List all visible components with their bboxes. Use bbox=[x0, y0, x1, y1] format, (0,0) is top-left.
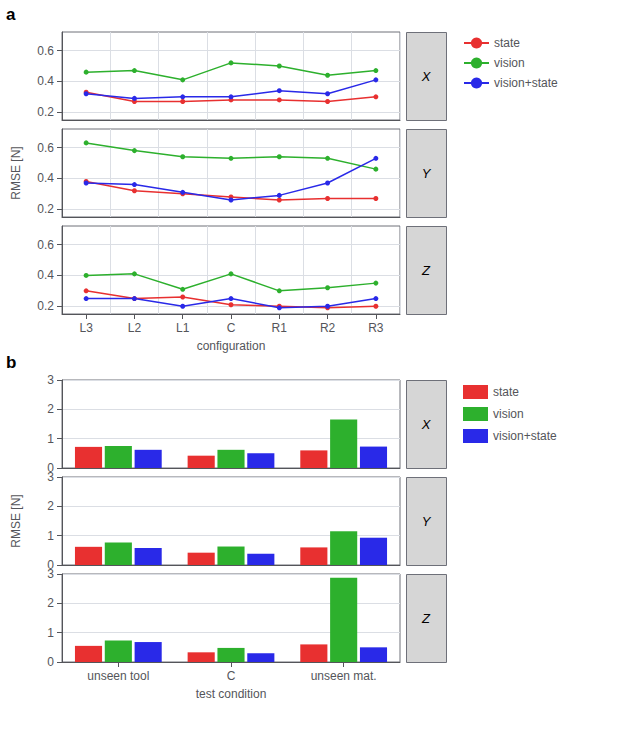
svg-text:X: X bbox=[421, 417, 432, 432]
svg-text:0: 0 bbox=[47, 655, 54, 669]
svg-text:3: 3 bbox=[47, 373, 54, 387]
svg-text:test condition: test condition bbox=[196, 687, 267, 701]
svg-text:R2: R2 bbox=[320, 321, 336, 335]
svg-text:2: 2 bbox=[47, 596, 54, 610]
svg-text:3: 3 bbox=[47, 567, 54, 581]
svg-text:X: X bbox=[421, 69, 432, 84]
svg-text:RMSE [N]: RMSE [N] bbox=[9, 494, 23, 547]
svg-text:vision+state: vision+state bbox=[494, 76, 558, 90]
svg-text:C: C bbox=[227, 321, 236, 335]
svg-text:1: 1 bbox=[47, 529, 54, 543]
svg-text:a: a bbox=[6, 5, 16, 24]
svg-text:0: 0 bbox=[47, 558, 54, 572]
svg-text:vision: vision bbox=[494, 56, 525, 70]
svg-text:Y: Y bbox=[422, 166, 432, 181]
svg-text:R3: R3 bbox=[368, 321, 384, 335]
svg-text:3: 3 bbox=[47, 470, 54, 484]
svg-text:state: state bbox=[494, 36, 520, 50]
svg-text:0.4: 0.4 bbox=[37, 74, 54, 88]
svg-text:1: 1 bbox=[47, 626, 54, 640]
svg-text:0.2: 0.2 bbox=[37, 299, 54, 313]
svg-text:vision+state: vision+state bbox=[493, 429, 557, 443]
svg-text:unseen mat.: unseen mat. bbox=[311, 669, 377, 683]
svg-text:vision: vision bbox=[493, 407, 524, 421]
svg-text:0.6: 0.6 bbox=[37, 238, 54, 252]
svg-text:0.4: 0.4 bbox=[37, 171, 54, 185]
svg-text:Z: Z bbox=[421, 263, 431, 278]
svg-text:R1: R1 bbox=[272, 321, 288, 335]
svg-text:0: 0 bbox=[47, 461, 54, 475]
svg-text:2: 2 bbox=[47, 402, 54, 416]
svg-text:RMSE [N]: RMSE [N] bbox=[9, 146, 23, 199]
svg-text:L3: L3 bbox=[79, 321, 93, 335]
svg-text:b: b bbox=[6, 353, 16, 372]
svg-text:2: 2 bbox=[47, 499, 54, 513]
svg-text:0.2: 0.2 bbox=[37, 105, 54, 119]
svg-text:unseen tool: unseen tool bbox=[87, 669, 149, 683]
svg-text:0.6: 0.6 bbox=[37, 44, 54, 58]
svg-text:L2: L2 bbox=[128, 321, 142, 335]
svg-text:1: 1 bbox=[47, 432, 54, 446]
svg-text:0.6: 0.6 bbox=[37, 141, 54, 155]
svg-text:L1: L1 bbox=[176, 321, 190, 335]
svg-text:Z: Z bbox=[421, 611, 431, 626]
svg-text:0.4: 0.4 bbox=[37, 268, 54, 282]
svg-text:state: state bbox=[493, 385, 519, 399]
svg-text:Y: Y bbox=[422, 514, 432, 529]
svg-text:configuration: configuration bbox=[197, 339, 266, 353]
svg-text:C: C bbox=[227, 669, 236, 683]
svg-text:0.2: 0.2 bbox=[37, 202, 54, 216]
